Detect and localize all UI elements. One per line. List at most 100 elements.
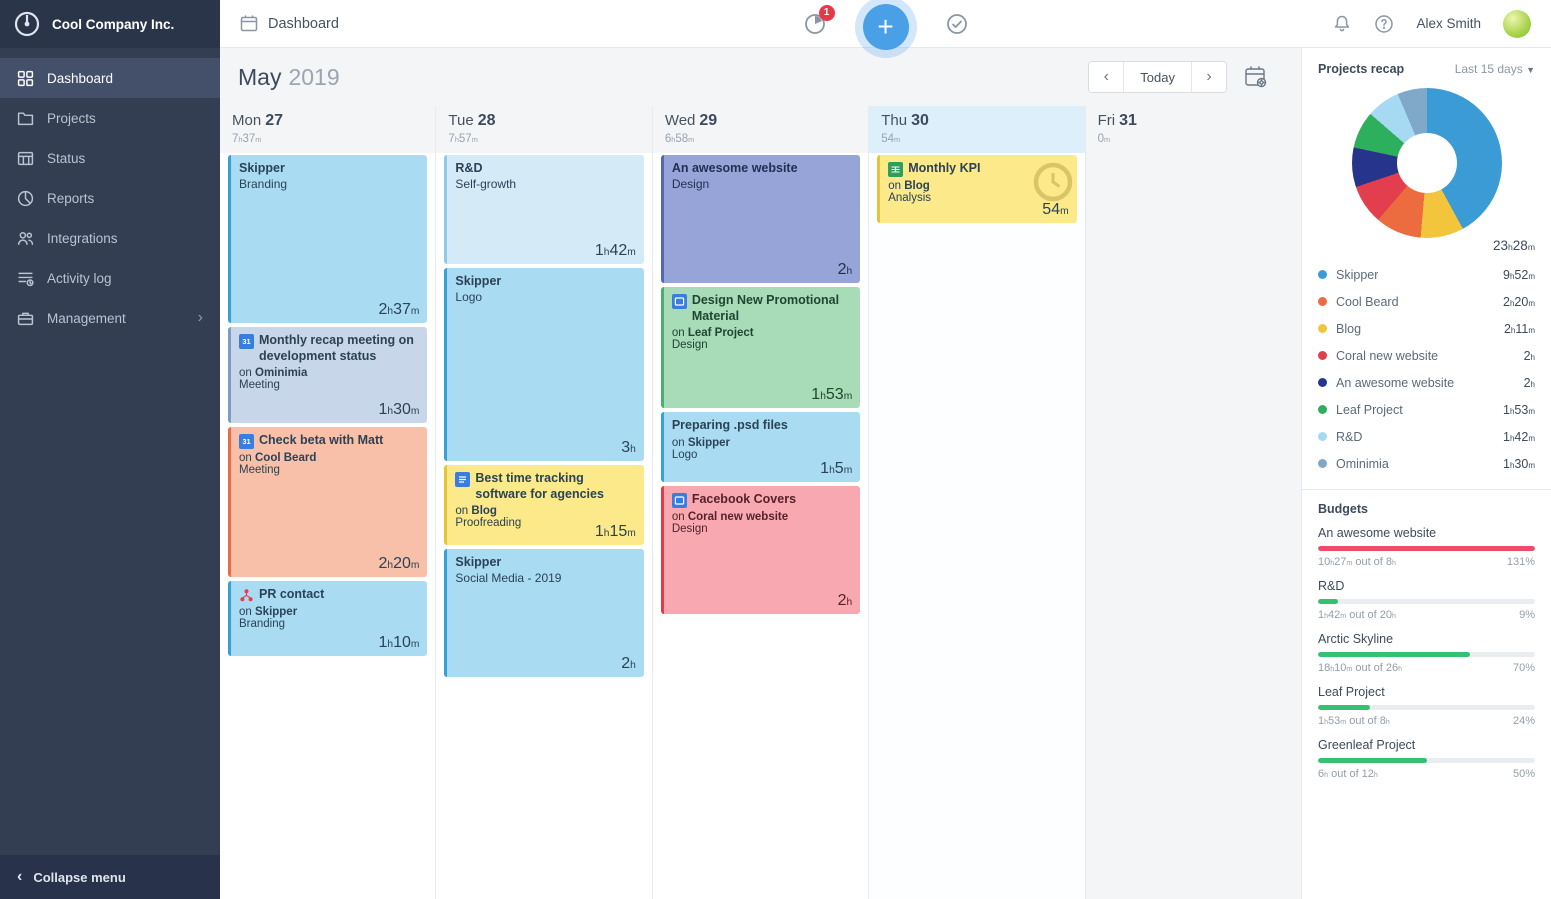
event-title: Skipper xyxy=(239,161,285,175)
legend-item-cool-beard[interactable]: Cool Beard 2h20m xyxy=(1318,288,1535,315)
add-time-button[interactable]: + xyxy=(862,3,909,50)
day-column-tue-28[interactable]: R&D Self-growth 1h42m Skipper Logo 3h Best tim… xyxy=(435,153,651,899)
panel-divider xyxy=(1302,489,1551,490)
calendar-month-title: May 2019 xyxy=(238,64,340,91)
sidebar-item-activity-log[interactable]: Activity log xyxy=(0,258,220,298)
donut-chart xyxy=(1351,88,1502,238)
event-duration: 2h xyxy=(621,655,636,672)
event-card-skipper[interactable]: Skipper Branding 2h37m xyxy=(228,155,428,323)
event-card-r-d[interactable]: R&D Self-growth 1h42m xyxy=(444,155,644,264)
budget-project-name: An awesome website xyxy=(1318,526,1437,540)
event-card-design-new-promotional-material[interactable]: Design New Promotional Material on Leaf P… xyxy=(660,287,861,408)
day-column-fri-31[interactable] xyxy=(1084,153,1302,899)
event-category: Analysis xyxy=(888,192,932,204)
timer-icon[interactable]: 1 xyxy=(803,4,835,36)
day-label: Mon 27 xyxy=(232,112,283,129)
event-project: on Skipper xyxy=(671,436,730,449)
sidebar-item-integrations[interactable]: Integrations xyxy=(0,218,220,258)
legend-project-time: 2h xyxy=(1523,375,1535,390)
today-button[interactable]: Today xyxy=(1123,62,1192,92)
budget-progress-bar xyxy=(1318,652,1535,657)
budget-project-name: Arctic Skyline xyxy=(1318,632,1394,646)
prev-week-button[interactable]: ‹ xyxy=(1089,62,1124,92)
event-duration: 1h30m xyxy=(378,401,420,418)
event-subtitle: Logo xyxy=(455,289,483,304)
budget-item-greenleaf-project: Greenleaf Project 6h out of 12h 50% xyxy=(1318,738,1535,780)
legend-item-blog[interactable]: Blog 2h11m xyxy=(1318,315,1535,342)
day-header-tue-28[interactable]: Tue 28 7h57m xyxy=(435,106,651,153)
main-area: Dashboard 1 + Alex Smith xyxy=(220,0,1551,899)
event-card-preparing-psd-files[interactable]: Preparing .psd files on Skipper Logo 1h5m xyxy=(660,412,861,482)
event-project: on Leaf Project xyxy=(671,327,754,340)
event-category: Design xyxy=(671,523,708,535)
event-card-best-time-tracking-software-for-agencies[interactable]: Best time tracking software for agencies… xyxy=(444,465,644,545)
day-column-mon-27[interactable]: Skipper Branding 2h37m 31 Monthly recap meet… xyxy=(220,153,435,899)
next-week-button[interactable]: › xyxy=(1192,62,1226,92)
day-header-wed-29[interactable]: Wed 29 6h58m xyxy=(651,106,868,153)
event-duration: 1h53m xyxy=(811,386,853,403)
event-card-skipper[interactable]: Skipper Social Media - 2019 2h xyxy=(444,549,644,677)
calendar-settings-icon[interactable] xyxy=(1243,64,1269,90)
legend-item-skipper[interactable]: Skipper 9h52m xyxy=(1318,261,1535,288)
day-header-fri-31[interactable]: Fri 31 0m xyxy=(1084,106,1301,153)
legend-item-an-awesome-website[interactable]: An awesome website 2h xyxy=(1318,369,1535,396)
page-title: Dashboard xyxy=(268,15,339,32)
budget-percent: 9% xyxy=(1519,609,1535,621)
event-card-skipper[interactable]: Skipper Logo 3h xyxy=(444,268,644,461)
help-icon[interactable] xyxy=(1374,14,1394,34)
event-card-check-beta-with-matt[interactable]: 31 Check beta with Matt on Cool Beard Meeti… xyxy=(228,427,428,577)
company-brand[interactable]: Cool Company Inc. xyxy=(0,0,220,48)
calendar-event-icon: 31 xyxy=(239,334,254,349)
year-label: 2019 xyxy=(288,63,340,90)
legend-project-name: Ominimia xyxy=(1336,456,1389,471)
reports-icon xyxy=(17,190,34,207)
sidebar-item-dashboard[interactable]: Dashboard xyxy=(0,58,220,98)
user-avatar[interactable] xyxy=(1503,9,1531,38)
event-card-facebook-covers[interactable]: Facebook Covers on Coral new website Desig… xyxy=(660,486,861,614)
calendar-event-icon: 31 xyxy=(239,434,254,449)
user-name[interactable]: Alex Smith xyxy=(1416,16,1481,31)
event-title: Skipper xyxy=(455,274,502,288)
legend-color-dot xyxy=(1318,432,1327,441)
event-title: Design New Promotional Material xyxy=(691,293,840,323)
legend-item-coral-new-website[interactable]: Coral new website 2h xyxy=(1318,342,1535,369)
event-duration: 1h5m xyxy=(820,460,853,477)
sidebar-item-reports[interactable]: Reports xyxy=(0,178,220,218)
recap-range-select[interactable]: Last 15 days ▼ xyxy=(1455,62,1535,76)
projects-recap-chart xyxy=(1351,88,1502,238)
sidebar-item-management[interactable]: Management › xyxy=(0,298,220,338)
sidebar-item-label: Projects xyxy=(47,110,96,126)
sidebar-item-label: Activity log xyxy=(47,270,112,286)
event-duration: 2h20m xyxy=(378,555,420,572)
dashboard-page-icon xyxy=(240,14,258,33)
legend-project-name: Coral new website xyxy=(1336,348,1439,363)
event-card-an-awesome-website[interactable]: An awesome website Design 2h xyxy=(660,155,861,283)
collapse-menu-button[interactable]: ‹ Collapse menu xyxy=(0,855,220,899)
legend-item-r-d[interactable]: R&D 1h42m xyxy=(1318,423,1535,450)
legend-color-dot xyxy=(1318,324,1327,333)
event-card-monthly-recap-meeting-on-development-status[interactable]: 31 Monthly recap meeting on development s… xyxy=(228,327,428,423)
event-category: Meeting xyxy=(239,379,280,392)
legend-color-dot xyxy=(1318,459,1327,468)
event-category: Branding xyxy=(239,618,286,630)
notifications-bell-icon[interactable] xyxy=(1332,14,1352,34)
topbar-actions: 1 + xyxy=(803,0,969,50)
day-header-thu-30[interactable]: Thu 30 54m xyxy=(868,106,1085,153)
day-column-thu-30[interactable]: Monthly KPI on Blog Analysis 54m xyxy=(868,153,1085,899)
event-duration: 2h xyxy=(837,261,853,278)
sidebar-item-projects[interactable]: Projects xyxy=(0,98,220,138)
day-header-mon-27[interactable]: Mon 27 7h37m xyxy=(220,106,435,153)
day-column-wed-29[interactable]: An awesome website Design 2h Design New Pro… xyxy=(651,153,868,899)
event-title: An awesome website xyxy=(671,161,798,175)
legend-item-leaf-project[interactable]: Leaf Project 1h53m xyxy=(1318,396,1535,423)
event-duration: 54m xyxy=(1042,201,1069,218)
event-card-pr-contact[interactable]: PR contact on Skipper Branding 1h10m xyxy=(228,581,428,656)
recap-total-time: 23h28m xyxy=(1492,238,1535,253)
event-project: on Skipper xyxy=(239,606,298,618)
company-logo-icon xyxy=(12,9,42,39)
sidebar-item-status[interactable]: Status xyxy=(0,138,220,178)
day-label: Fri 31 xyxy=(1097,112,1137,129)
approve-check-icon[interactable] xyxy=(945,12,969,36)
legend-item-ominimia[interactable]: Ominimia 1h30m xyxy=(1318,450,1535,477)
event-card-monthly-kpi[interactable]: Monthly KPI on Blog Analysis 54m xyxy=(877,155,1077,223)
